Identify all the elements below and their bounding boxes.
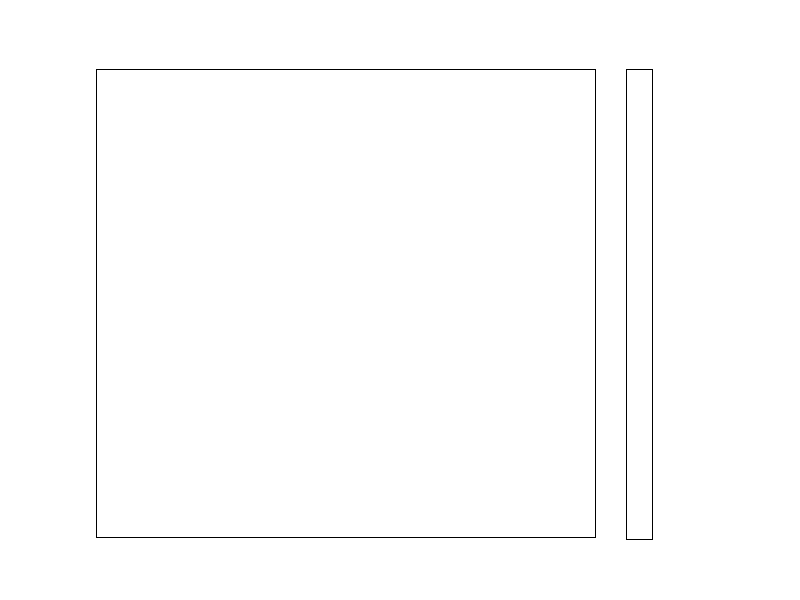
- colorbar: [626, 69, 653, 540]
- colorbar-gradient: [627, 70, 652, 539]
- plot-area: [96, 69, 596, 538]
- colorbar-label: [679, 240, 697, 360]
- y-axis-label: [37, 53, 55, 553]
- heatmap-canvas: [97, 70, 595, 537]
